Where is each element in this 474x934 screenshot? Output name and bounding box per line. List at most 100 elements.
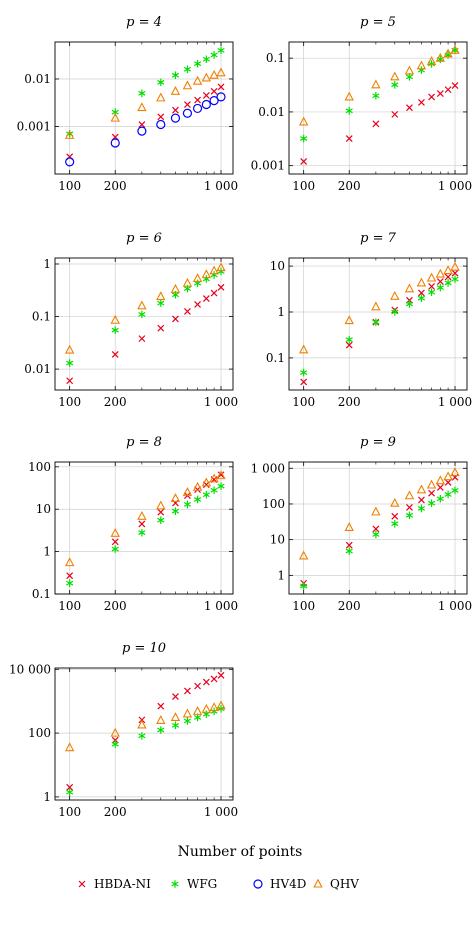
data-point-wfg-shape: [451, 486, 459, 495]
data-point-wfg-shape: [444, 490, 452, 499]
legend-label: WFG: [187, 877, 217, 891]
data-point-wfg: [427, 499, 436, 508]
data-point-wfg-shape: [66, 359, 74, 367]
data-point-qhv: [390, 290, 400, 300]
data-point-wfg-shape: [427, 499, 436, 508]
data-point-hbda-ni-shape: [66, 783, 74, 791]
data-point-qhv-shape: [216, 67, 226, 77]
y-tick-label: 0.1: [32, 587, 51, 601]
data-point-wfg: [138, 732, 146, 740]
data-point-qhv: [209, 473, 219, 483]
data-point-hbda-ni: [172, 315, 179, 323]
data-point-hbda-ni: [157, 702, 165, 710]
data-point-qhv: [404, 65, 415, 75]
data-point-hbda-ni-shape: [184, 687, 191, 695]
data-point-hbda-ni: [444, 273, 452, 281]
data-point-qhv-shape: [64, 129, 75, 139]
data-point-hbda-ni: [111, 351, 119, 358]
data-point-hbda-ni: [345, 135, 353, 142]
data-point-hbda-ni: [436, 90, 444, 97]
data-point-hv4d: [110, 138, 120, 148]
data-point-wfg-shape: [405, 300, 414, 308]
data-point-wfg-shape: [157, 516, 165, 525]
data-point-hbda-ni-shape: [172, 106, 179, 114]
y-tick-label: 100: [28, 726, 51, 740]
chart-panel-0: p = 4 100 200 1 000 0.001 0.01: [17, 15, 239, 193]
data-point-wfg-shape: [436, 283, 444, 292]
data-point-qhv: [192, 706, 203, 715]
data-point-qhv-shape: [450, 467, 460, 477]
y-tick-label: 10 000: [9, 662, 51, 676]
data-point-wfg-shape: [202, 490, 210, 499]
data-point-qhv-shape: [156, 291, 166, 301]
data-point-hv4d: [170, 113, 181, 123]
data-point-qhv-shape: [435, 52, 446, 62]
data-point-wfg-shape: [111, 740, 119, 748]
data-point-wfg: [210, 51, 218, 59]
data-point-hbda-ni: [418, 289, 425, 297]
data-point-qhv-shape: [182, 277, 193, 287]
data-point-qhv-shape: [192, 75, 203, 85]
data-point-hbda-ni: [300, 157, 308, 165]
data-point-wfg-shape: [300, 134, 308, 143]
y-tick-label: 100: [262, 497, 285, 511]
data-point-hbda-ni-shape: [428, 283, 435, 290]
x-tick-label: 200: [338, 599, 361, 613]
data-point-hv4d-shape: [170, 113, 181, 123]
data-point-qhv-shape: [416, 484, 427, 494]
data-point-wfg-shape: [193, 59, 202, 68]
data-point-wfg: [202, 55, 210, 64]
y-tick-label: 0.1: [32, 310, 51, 324]
data-point-qhv: [170, 283, 181, 293]
data-point-qhv-shape: [64, 742, 75, 752]
data-point-wfg-shape: [111, 545, 119, 553]
y-tick-label: 1: [43, 257, 51, 271]
data-point-wfg-shape: [345, 106, 353, 115]
y-tick-label: 10: [270, 259, 285, 273]
data-point-hbda-ni: [217, 283, 225, 291]
data-point-qhv-shape: [110, 314, 120, 324]
data-point-wfg-shape: [138, 89, 146, 98]
data-point-wfg-shape: [427, 288, 436, 296]
data-point-qhv-shape: [298, 344, 309, 354]
data-point-hbda-ni-shape: [172, 315, 179, 323]
x-tick-label: 1 000: [438, 179, 472, 193]
data-point-hbda-ni-shape: [138, 335, 146, 343]
x-tick-label: 100: [58, 395, 81, 409]
chart-title: p = 4: [126, 15, 162, 30]
data-point-qhv: [450, 261, 460, 271]
data-point-hbda-ni-shape: [217, 283, 225, 291]
data-point-qhv-shape: [156, 500, 166, 510]
data-point-qhv: [209, 702, 219, 712]
plot-frame: [54, 461, 234, 595]
y-tick-label: 1 000: [251, 461, 285, 475]
y-tick-label: 1: [43, 545, 51, 559]
y-tick-label: 10: [36, 502, 51, 516]
data-point-hbda-ni-shape: [217, 83, 225, 91]
x-tick-label: 100: [58, 179, 81, 193]
data-point-qhv: [344, 315, 354, 325]
x-tick-label: 100: [58, 599, 81, 613]
data-point-hbda-ni: [194, 96, 201, 104]
legend-marker-hbda-ni-shape: [78, 880, 86, 888]
x-tick-label: 200: [338, 395, 361, 409]
data-point-hbda-ni: [406, 504, 413, 511]
data-point-wfg: [417, 504, 426, 513]
data-point-hbda-ni-shape: [172, 693, 179, 700]
data-point-hbda-ni: [194, 682, 201, 690]
data-point-hbda-ni-shape: [66, 572, 74, 580]
data-point-hbda-ni-shape: [345, 135, 353, 142]
data-point-hbda-ni-shape: [194, 301, 201, 308]
data-point-qhv-shape: [426, 272, 437, 282]
data-point-wfg: [138, 528, 146, 537]
data-point-wfg-shape: [210, 51, 218, 59]
data-point-hbda-ni-shape: [194, 96, 201, 104]
data-point-hbda-ni: [451, 269, 459, 277]
data-point-hv4d-shape: [182, 108, 193, 118]
data-point-qhv: [443, 48, 453, 58]
x-tick-label: 200: [338, 179, 361, 193]
data-point-qhv: [216, 470, 226, 480]
data-point-qhv: [216, 67, 226, 77]
data-point-qhv-shape: [443, 265, 453, 275]
